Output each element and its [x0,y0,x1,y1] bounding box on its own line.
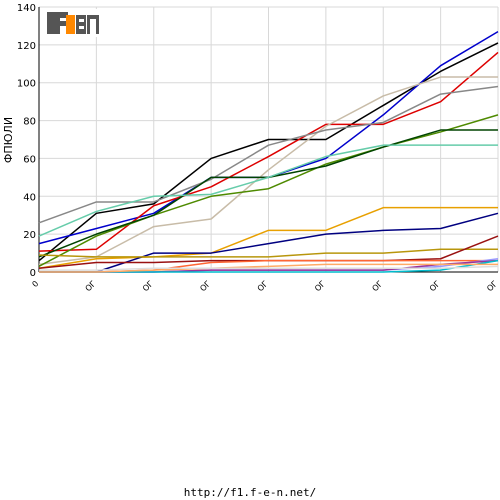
series-line-8 [38,144,498,237]
y-tick-label: 120 [17,41,36,52]
y-tick-label: 0 [30,268,36,279]
x-tick-label: OГ [84,279,98,293]
x-tick-label: OГ [256,279,270,293]
series-line-5 [38,85,499,224]
y-tick-label: 140 [17,3,36,14]
x-tick-label: 0 [30,279,40,289]
x-tick-label: OГ [141,279,155,293]
series-line-3 [38,51,499,252]
x-tick-label: OГ [485,279,499,293]
line-chart: 0 20 40 60 80 100 120 140 0 OГ OГ OГ OГ OГ OГ OГ OГ ФПЮЛ… [2,3,499,293]
y-tick-label: 20 [23,230,36,241]
series-line-17 [39,263,498,273]
series-line-4 [38,76,498,266]
series-line-10 [39,212,499,273]
x-tick-label: OГ [198,279,212,293]
series-line-6 [38,114,499,267]
series-line-11 [38,248,498,258]
f1en-logo [45,9,101,37]
y-tick-label: 100 [17,79,36,90]
series-line-18 [39,265,499,271]
y-tick-label: 40 [23,192,36,203]
x-tick-label: OГ [370,279,384,293]
x-tick-label: OГ [428,279,442,293]
series-line-9 [38,206,498,269]
x-tick-label: OГ [313,279,327,293]
y-axis-label: ФПЮЛИ [2,117,15,163]
footer-url: http://f1.f-e-n.net/ [183,486,317,499]
y-tick-label: 60 [23,154,36,165]
chart-series [38,30,499,273]
y-tick-label: 80 [23,117,36,128]
